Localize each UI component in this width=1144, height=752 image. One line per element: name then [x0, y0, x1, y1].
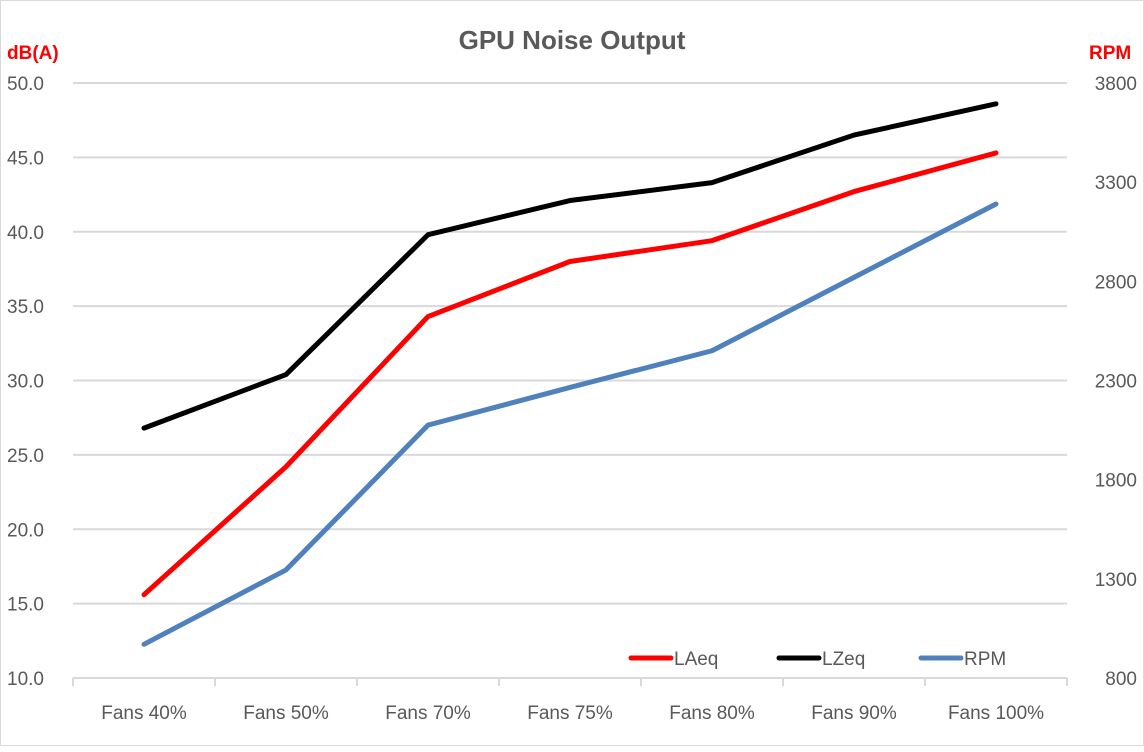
- legend-label-rpm: RPM: [964, 649, 1006, 670]
- y-tick-label: 30.0: [7, 372, 44, 393]
- y-tick-label: 35.0: [7, 297, 44, 318]
- y-tick-label: 50.0: [7, 74, 44, 95]
- y2-tick-label: 3300: [1095, 173, 1137, 194]
- legend-label-lzeq: LZeq: [822, 649, 865, 670]
- x-tick-label: Fans 90%: [811, 703, 897, 724]
- y-tick-label: 45.0: [7, 148, 44, 169]
- x-tick-label: Fans 50%: [243, 703, 329, 724]
- y2-tick-label: 800: [1105, 669, 1137, 690]
- y2-tick-label: 1800: [1095, 471, 1137, 492]
- y-tick-label: 25.0: [7, 446, 44, 467]
- y2-tick-label: 2300: [1095, 372, 1137, 393]
- x-tick-label: Fans 75%: [527, 703, 613, 724]
- y-axis-label: dB(A): [7, 43, 59, 64]
- y-tick-label: 15.0: [7, 595, 44, 616]
- series-line-rpm: [144, 204, 996, 644]
- x-tick-label: Fans 70%: [385, 703, 471, 724]
- y2-tick-label: 2800: [1095, 272, 1137, 293]
- legend-label-laeq: LAeq: [674, 649, 718, 670]
- chart-title: GPU Noise Output: [459, 25, 686, 55]
- x-tick-label: Fans 100%: [948, 703, 1044, 724]
- y2-tick-label: 1300: [1095, 570, 1137, 591]
- y-tick-label: 20.0: [7, 520, 44, 541]
- y2-axis-label: RPM: [1089, 43, 1131, 64]
- series-line-lzeq: [144, 104, 996, 428]
- y2-tick-label: 3800: [1095, 74, 1137, 95]
- x-tick-label: Fans 40%: [101, 703, 187, 724]
- y-tick-label: 40.0: [7, 223, 44, 244]
- y-tick-label: 10.0: [7, 669, 44, 690]
- x-tick-label: Fans 80%: [669, 703, 755, 724]
